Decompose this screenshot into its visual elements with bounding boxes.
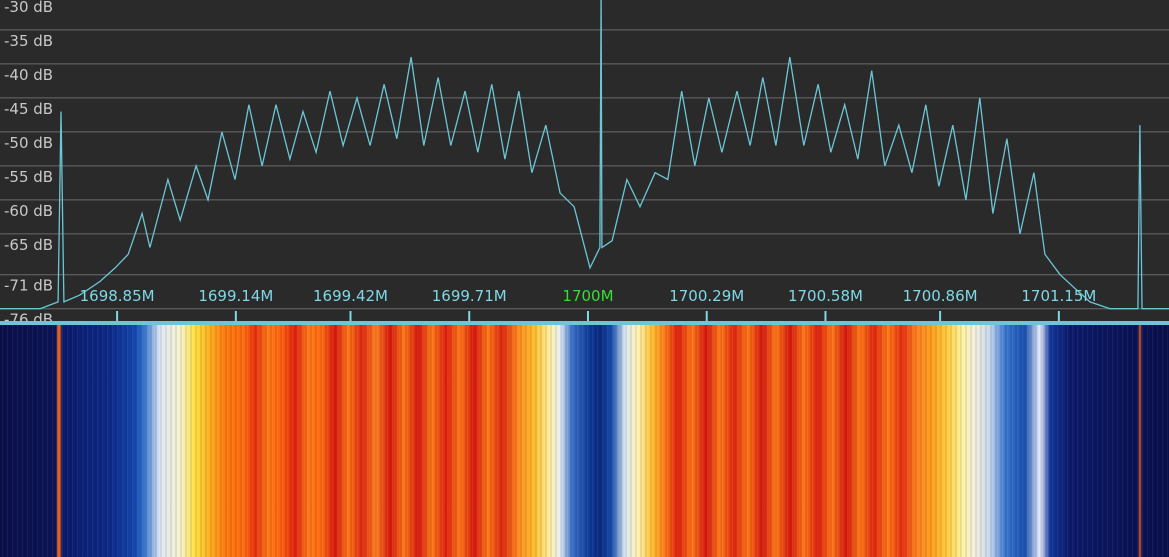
spectrum-line [0, 0, 1169, 310]
y-tick-label: -30 dB [4, 0, 53, 16]
grid [0, 29, 1169, 310]
plot [0, 0, 1169, 310]
x-tick-label: 1699.14M [198, 287, 273, 305]
baseline [0, 321, 1169, 325]
labels: -30 dB -35 dB -40 dB -45 dB -50 dB -55 dB -60 … [0, 0, 1169, 325]
y-tick-label: -50 dB [4, 134, 53, 152]
y-tick-label: -35 dB [4, 32, 53, 50]
x-tick-label: 1698.85M [80, 287, 155, 305]
x-tick-label: 1700.29M [669, 287, 744, 305]
y-tick-label: -40 dB [4, 66, 53, 84]
y-tick-label: -60 dB [4, 202, 53, 220]
y-tick-label: -45 dB [4, 100, 53, 118]
spectrum: -30 dB -35 dB -40 dB -45 dB -50 dB -55 dB -60 … [0, 0, 1169, 325]
x-tick-label: 1701.15M [1021, 287, 1096, 305]
x-tick-label: 1699.71M [432, 287, 507, 305]
x-tick-label: 1700.58M [788, 287, 863, 305]
x-tick-label: 1700.86M [903, 287, 978, 305]
y-tick-label: -65 dB [4, 236, 53, 254]
x-tick-label: 1699.42M [313, 287, 388, 305]
spectrum-background [0, 0, 1169, 325]
y-tick-label: -55 dB [4, 168, 53, 186]
y-tick-label: -71 dB [4, 277, 53, 295]
x-tick-label: 1700M [562, 287, 613, 305]
waterfall [0, 325, 1169, 557]
